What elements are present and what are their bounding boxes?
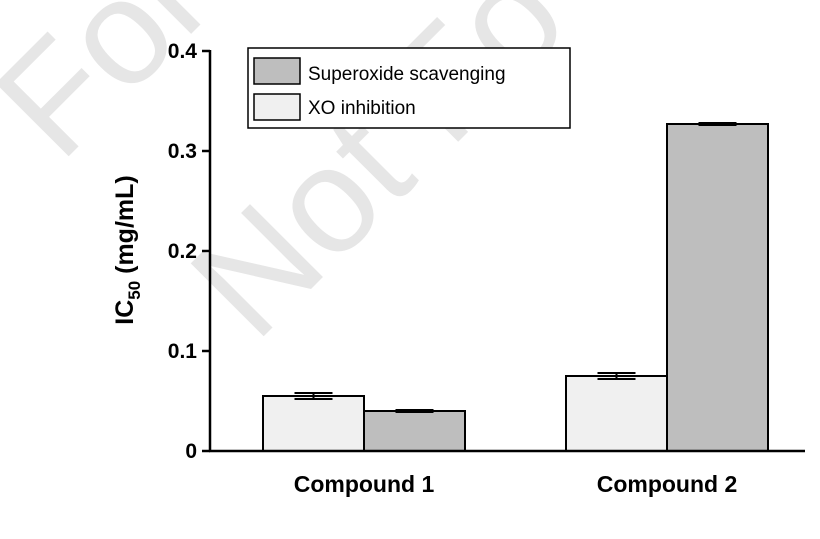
y-tick-label: 0.2: [168, 240, 197, 263]
x-tick-label: Compound 2: [597, 471, 738, 497]
legend: Superoxide scavenging XO inhibition: [247, 47, 571, 129]
legend-swatch-xo: [253, 93, 301, 121]
legend-label-xo: XO inhibition: [308, 98, 416, 119]
y-axis-label-subscript: 50: [125, 281, 144, 300]
bar: [262, 395, 365, 452]
y-tick-label: 0.4: [168, 40, 198, 63]
bar: [363, 410, 466, 452]
y-axis-label-main: IC: [111, 300, 139, 325]
y-tick-label: 0: [185, 440, 197, 463]
y-tick-label: 0.1: [168, 340, 198, 363]
watermark-text-1: For: [0, 0, 242, 188]
y-axis-label-unit: (mg/mL): [111, 175, 139, 281]
legend-frame: [247, 47, 571, 129]
legend-swatch-superoxide: [253, 57, 301, 85]
y-axis-label: IC50 (mg/mL): [111, 175, 144, 324]
plot-area: Compound 1 Compound 2 0 0.1 0.2 0.3 0.4: [168, 40, 805, 497]
y-tick-label: 0.3: [168, 140, 197, 163]
legend-label-superoxide: Superoxide scavenging: [308, 64, 506, 85]
x-tick-label: Compound 1: [294, 471, 435, 497]
bar: [666, 123, 769, 452]
bar: [565, 375, 668, 452]
